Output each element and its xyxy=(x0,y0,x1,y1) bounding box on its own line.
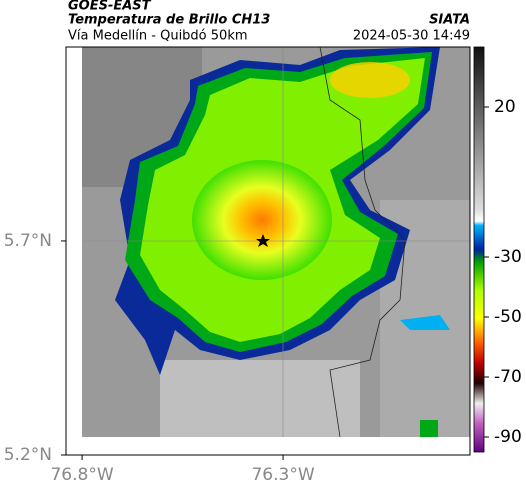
satellite-image xyxy=(82,46,470,438)
colorbar-tick-label: -70 xyxy=(494,367,522,387)
y-tick-label: 5.7°N xyxy=(4,231,52,251)
timestamp: 2024-05-30 14:49 xyxy=(353,29,470,44)
colorbar-tick-label: -30 xyxy=(494,247,522,267)
colorbar xyxy=(473,46,485,453)
subtitle: Temperatura de Brillo CH13 xyxy=(68,13,270,28)
map-frame xyxy=(65,46,471,456)
y-tick-label: 5.2°N xyxy=(4,445,52,465)
title: GOES-EAST xyxy=(68,0,152,14)
x-tick-label: 76.8°W xyxy=(50,465,113,485)
colorbar-tick-label: 20 xyxy=(494,97,516,117)
colorbar-tick-label: -50 xyxy=(494,307,522,327)
location: Vía Medellín - Quibdó 50km xyxy=(68,29,248,44)
colorbar-tick-label: -90 xyxy=(494,427,522,447)
x-tick-label: 76.3°W xyxy=(251,465,314,485)
source: SIATA xyxy=(429,13,470,28)
